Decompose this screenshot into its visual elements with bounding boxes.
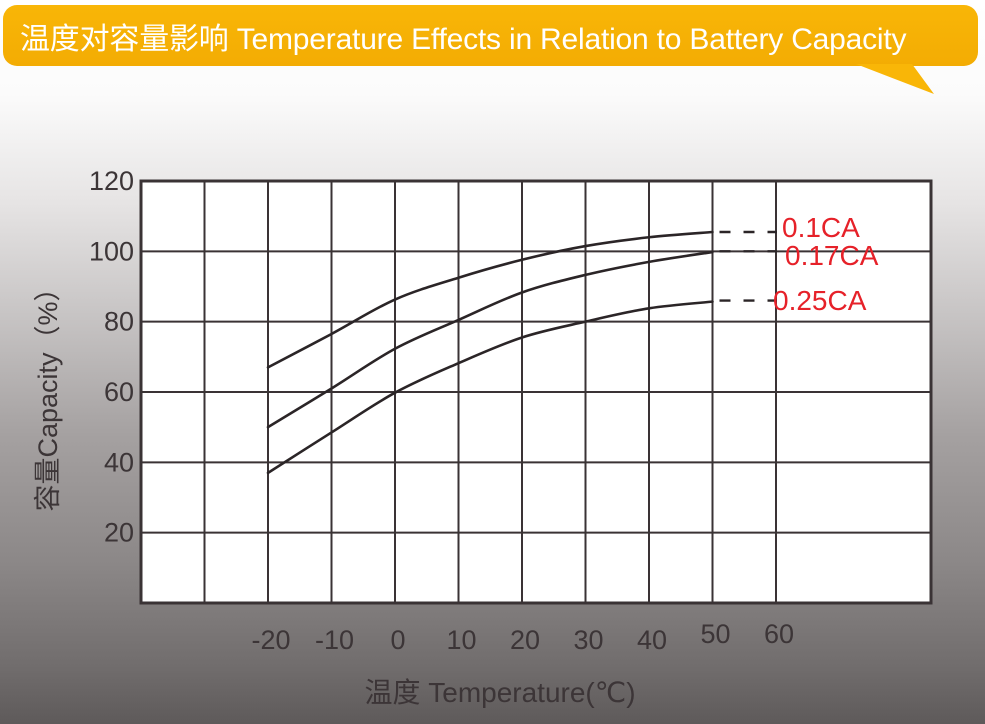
y-tick-label: 120	[89, 166, 134, 196]
series-label-0.1ca: 0.1CA	[782, 212, 860, 243]
curves	[266, 230, 777, 475]
y-tick-label: 20	[104, 518, 134, 548]
x-tick-label: 10	[446, 625, 476, 655]
y-tick-label: 80	[104, 307, 134, 337]
banner-tail-icon	[856, 64, 934, 94]
series-label-0.17ca: 0.17CA	[785, 240, 879, 271]
x-tick-label: 50	[700, 619, 730, 649]
y-tick-label: 100	[89, 236, 134, 266]
page-title: 温度对容量影响 Temperature Effects in Relation …	[20, 22, 907, 56]
x-tick-label: -20	[251, 625, 290, 655]
x-tick-label: 0	[390, 625, 405, 655]
x-tick-label: 20	[510, 625, 540, 655]
x-tick-label: 30	[573, 625, 603, 655]
x-axis-tick-labels: -20 -10 0 10 20 30 40 50 60	[251, 619, 794, 655]
x-tick-label: -10	[315, 625, 354, 655]
curve-0.25ca	[266, 300, 714, 475]
curve-0.1ca	[266, 230, 714, 369]
y-tick-label: 40	[104, 447, 134, 477]
x-tick-label: 60	[764, 619, 794, 649]
x-axis-title: 温度 Temperature(℃)	[364, 677, 636, 708]
series-label-0.25ca: 0.25CA	[773, 285, 867, 316]
y-tick-label: 60	[104, 377, 134, 407]
curve-0.17ca	[266, 250, 714, 429]
y-axis-title: 容量Capacity（%）	[33, 274, 63, 512]
x-tick-label: 40	[637, 625, 667, 655]
title-banner: 温度对容量影响 Temperature Effects in Relation …	[3, 5, 978, 66]
plot-border	[139, 179, 933, 605]
y-axis-tick-labels: 20 40 60 80 100 120	[89, 166, 134, 548]
